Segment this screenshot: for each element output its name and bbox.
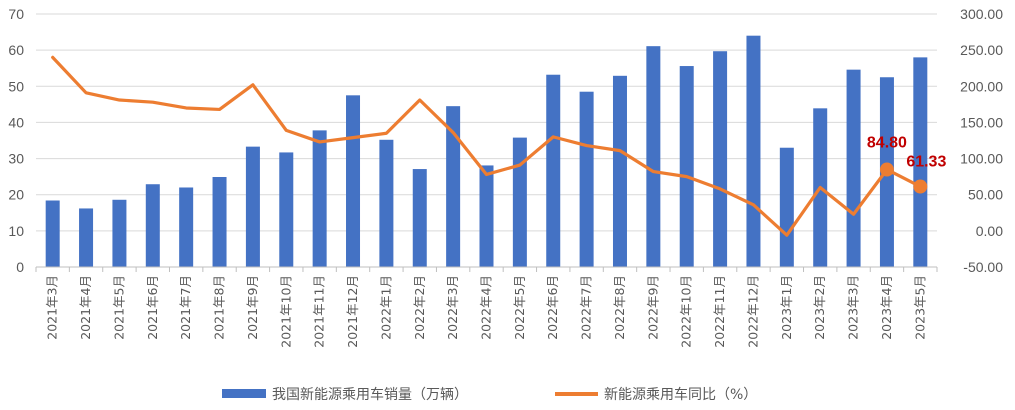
x-axis-tick-label: 2021年6月 — [145, 275, 160, 340]
yoy-line — [51, 55, 922, 237]
data-labels: 84.80 61.33 — [867, 135, 947, 171]
bar — [913, 57, 928, 267]
x-axis-tick-label: 2023年2月 — [812, 275, 827, 340]
bar — [446, 106, 461, 268]
bar — [179, 187, 194, 267]
bar — [245, 146, 260, 267]
bar — [346, 95, 361, 267]
x-axis-tick-label: 2021年8月 — [212, 275, 227, 340]
axes: 0 10 20 30 40 50 60 70 -50.00 0.00 50.00 100.00 150.… — [8, 6, 1003, 348]
x-axis-tick-label: 2022年5月 — [512, 275, 527, 340]
left-axis-tick-label: 60 — [8, 42, 24, 58]
x-axis-tick-label: 2023年4月 — [879, 275, 894, 340]
x-axis-tick-label: 2021年11月 — [312, 275, 327, 348]
bar — [512, 137, 527, 267]
bar — [846, 69, 861, 267]
right-axis-tick-label: 150.00 — [960, 114, 1003, 130]
x-axis-tick-label: 2021年12月 — [345, 275, 360, 348]
bar — [312, 130, 327, 267]
x-axis-tick-label: 2021年3月 — [45, 275, 60, 340]
x-axis-tick-label: 2022年6月 — [545, 275, 560, 340]
bar — [145, 184, 160, 267]
x-axis-tick-label: 2021年10月 — [278, 275, 293, 348]
x-axis-tick-label: 2022年2月 — [412, 275, 427, 340]
bar — [546, 74, 561, 267]
bar — [212, 177, 227, 267]
bar — [746, 35, 761, 267]
x-axis-tick-label: 2021年7月 — [178, 275, 193, 340]
bar — [646, 46, 661, 267]
legend-label-bars: 我国新能源乘用车销量（万辆） — [272, 386, 468, 403]
x-axis-tick-label: 2021年4月 — [78, 275, 93, 340]
bar — [679, 66, 694, 267]
x-axis-tick-label: 2022年12月 — [745, 275, 760, 348]
bar-series — [45, 35, 928, 268]
left-axis-tick-label: 30 — [8, 151, 24, 167]
x-axis-tick-label: 2022年9月 — [645, 275, 660, 340]
right-axis-tick-label: 300.00 — [960, 6, 1003, 22]
x-axis-tick-label: 2022年4月 — [479, 275, 494, 340]
line-marker — [879, 162, 894, 177]
x-axis-tick-label: 2022年3月 — [445, 275, 460, 340]
left-axis-tick-label: 10 — [8, 223, 24, 239]
line-series — [51, 55, 928, 237]
x-axis-tick-label: 2021年5月 — [111, 275, 126, 340]
x-axis-tick-label: 2022年11月 — [712, 275, 727, 348]
left-axis-tick-label: 0 — [16, 259, 24, 275]
left-axis-tick-label: 50 — [8, 78, 24, 94]
x-axis-tick-label: 2022年7月 — [579, 275, 594, 340]
legend: 我国新能源乘用车销量（万辆） 新能源乘用车同比（%） — [222, 386, 757, 403]
bar — [579, 91, 594, 267]
line-marker — [913, 179, 928, 194]
x-axis-tick-label: 2023年5月 — [912, 275, 927, 340]
left-axis-tick-label: 70 — [8, 6, 24, 22]
data-label: 61.33 — [906, 154, 946, 171]
right-axis-tick-label: 0.00 — [976, 223, 1003, 239]
data-label: 84.80 — [867, 135, 907, 152]
x-axis-tick-label: 2022年10月 — [679, 275, 694, 348]
bar — [112, 199, 127, 267]
x-axis-tick-label: 2022年1月 — [378, 275, 393, 340]
bar — [479, 165, 494, 267]
right-axis-tick-label: 200.00 — [960, 78, 1003, 94]
x-axis-tick-label: 2023年3月 — [846, 275, 861, 340]
bar — [713, 51, 728, 267]
x-axis-tick-label: 2023年1月 — [779, 275, 794, 340]
left-axis-tick-label: 40 — [8, 114, 24, 130]
right-axis-tick-label: 250.00 — [960, 42, 1003, 58]
bar — [612, 75, 627, 267]
right-axis-tick-label: 100.00 — [960, 151, 1003, 167]
x-axis-tick-label: 2021年9月 — [245, 275, 260, 340]
bar — [279, 152, 294, 267]
legend-swatch-bars — [222, 389, 266, 398]
bar — [79, 208, 94, 267]
legend-label-line: 新能源乘用车同比（%） — [604, 386, 757, 403]
bar — [45, 200, 60, 267]
right-axis-tick-label: -50.00 — [963, 259, 1003, 275]
bar — [779, 147, 794, 267]
right-axis-tick-label: 50.00 — [968, 187, 1003, 203]
bar — [412, 169, 427, 267]
left-axis-tick-label: 20 — [8, 187, 24, 203]
bar — [379, 139, 394, 267]
x-axis-tick-label: 2022年8月 — [612, 275, 627, 340]
